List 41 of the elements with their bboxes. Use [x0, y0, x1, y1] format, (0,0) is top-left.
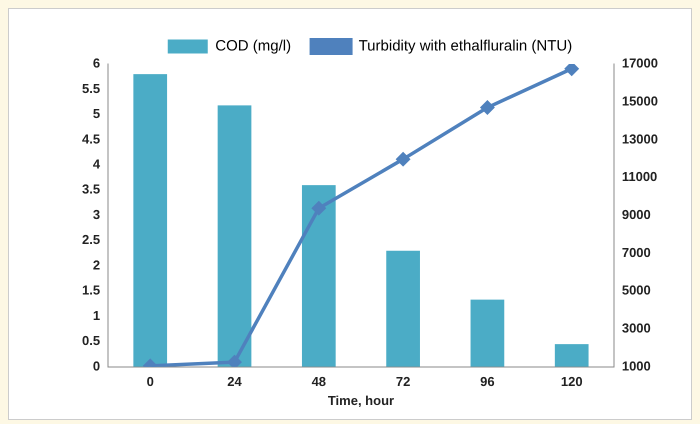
- y-tick-label: 3: [92, 206, 100, 222]
- x-tick-label: 24: [227, 374, 243, 390]
- x-tick-label: 96: [480, 374, 495, 390]
- x-axis-title: Time, hour: [328, 392, 394, 408]
- y2-tick-label: 3000: [622, 320, 651, 336]
- bar: [218, 105, 252, 367]
- y-tick-label: 2.5: [82, 232, 100, 248]
- y-tick-label: 3.5: [82, 182, 100, 197]
- y2-tick-label: 11000: [622, 169, 658, 184]
- x-tick-label: 72: [396, 374, 410, 390]
- y-tick-label: 0.5: [82, 333, 100, 348]
- y2-tick-label: 13000: [622, 131, 658, 146]
- y-tick-label: 5: [92, 106, 100, 122]
- legend-label: Turbidity with ethalfluralin (NTU): [358, 38, 572, 55]
- y-tick-label: 1.5: [82, 282, 100, 298]
- y2-tick-label: 5000: [622, 282, 651, 298]
- legend-label: COD (mg/l): [215, 38, 292, 55]
- y-tick-label: 5.5: [82, 80, 100, 96]
- y-tick-label: 1: [92, 308, 100, 323]
- y2-tick-label: 15000: [622, 93, 658, 108]
- bar: [470, 300, 504, 367]
- y-tick-label: 6: [92, 56, 100, 71]
- point: [228, 355, 242, 367]
- x-tick-label: 48: [312, 374, 326, 390]
- x-tick-label: 0: [146, 374, 154, 390]
- x-tick-label: 120: [560, 374, 583, 390]
- y-tick-label: 4: [92, 156, 101, 172]
- point: [312, 201, 326, 215]
- y-tick-label: 0: [92, 358, 100, 374]
- y2-tick-label: 1000: [622, 358, 651, 374]
- y2-tick-label: 7000: [622, 244, 651, 260]
- point: [396, 152, 410, 166]
- y-tick-label: 4.5: [82, 131, 100, 146]
- y2-tick-label: 9000: [622, 206, 651, 222]
- bar: [554, 344, 589, 367]
- bar: [386, 250, 420, 367]
- bar: [133, 74, 168, 367]
- y2-tick-label: 17000: [622, 56, 658, 71]
- point: [480, 100, 494, 114]
- bar: [302, 185, 336, 367]
- y-tick-label: 2: [92, 257, 100, 272]
